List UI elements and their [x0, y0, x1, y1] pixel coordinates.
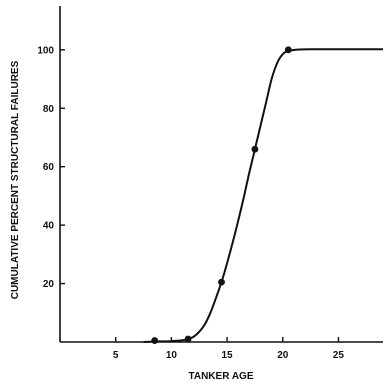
data-point [218, 278, 225, 286]
y-tick-label: 20 [43, 279, 55, 290]
data-point [151, 337, 159, 344]
data-point [284, 46, 292, 54]
fitted-curve [143, 48, 383, 343]
x-tick-label: 5 [113, 350, 119, 361]
y-tick-label: 80 [43, 104, 55, 115]
x-tick-label: 10 [166, 350, 178, 361]
data-point [251, 145, 259, 153]
x-tick-label: 15 [222, 350, 234, 361]
y-tick-label: 100 [37, 45, 54, 56]
y-tick-label: 60 [43, 162, 55, 173]
y-axis-title: CUMULATIVE PERCENT STRUCTURAL FAILURES [10, 60, 21, 299]
data-points [151, 46, 292, 344]
x-tick-label: 20 [277, 350, 289, 361]
plot-area: 20 40 60 80 100 5 10 15 20 25 [37, 6, 383, 361]
x-ticks: 5 10 15 20 25 [113, 337, 345, 361]
y-ticks: 20 40 60 80 100 [37, 45, 65, 290]
data-point [184, 335, 192, 343]
y-tick-label: 40 [43, 221, 55, 232]
x-axis-title: TANKER AGE [189, 371, 254, 382]
x-tick-label: 25 [333, 350, 345, 361]
